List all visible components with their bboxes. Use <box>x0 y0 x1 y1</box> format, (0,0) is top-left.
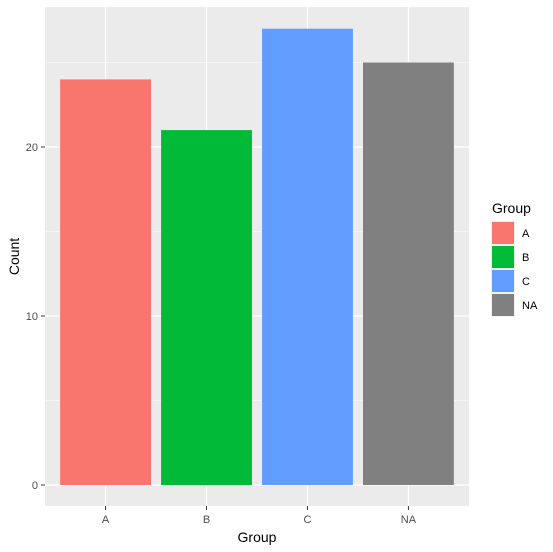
y-axis: 0 10 20 <box>26 142 45 492</box>
legend-title: Group <box>492 200 531 216</box>
x-tick-label: A <box>102 514 110 526</box>
y-tick-label: 20 <box>26 142 38 154</box>
legend-label: NA <box>522 300 538 312</box>
legend-swatch <box>492 222 514 244</box>
legend-swatch <box>492 294 514 316</box>
x-axis: A B C NA <box>102 506 417 526</box>
y-tick-label: 0 <box>32 480 38 492</box>
y-tick-label: 10 <box>26 311 38 323</box>
bars <box>60 28 454 486</box>
x-tick-label: NA <box>401 514 417 526</box>
bar-a <box>60 79 152 486</box>
x-axis-title: Group <box>238 529 277 545</box>
legend-swatch <box>492 246 514 268</box>
x-tick-label: C <box>303 514 311 526</box>
legend-label: C <box>522 276 530 288</box>
legend-label: B <box>522 252 529 264</box>
legend-swatch <box>492 270 514 292</box>
legend-items: ABC NA <box>491 221 538 317</box>
x-tick-label: B <box>203 514 210 526</box>
legend-label: A <box>522 228 530 240</box>
bar-na <box>363 62 454 485</box>
y-axis-title: Count <box>6 238 22 275</box>
bar-c <box>262 28 353 485</box>
legend: Group ABC NA <box>491 200 538 317</box>
bar-b <box>161 130 252 485</box>
